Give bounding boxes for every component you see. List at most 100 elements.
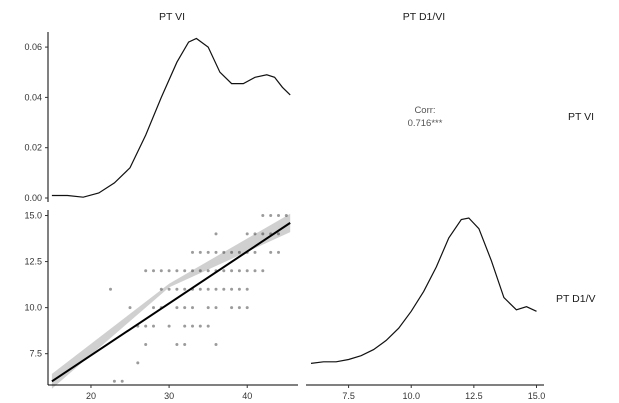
scatter-point [237, 269, 241, 273]
row-label-pt-d1-v: PT D1/V [556, 293, 596, 305]
scatter-point [269, 214, 273, 217]
scatter-panel [51, 213, 291, 389]
corr-label: Corr: [414, 105, 435, 116]
scatter-point [222, 269, 226, 273]
scatter-point [191, 250, 194, 254]
density-vi-y-tick-label: 0.06 [24, 42, 42, 52]
scatter-point [214, 250, 218, 254]
scatter-point [214, 343, 218, 346]
scatter-point [175, 306, 179, 310]
density-panel-pt-vi [51, 37, 291, 198]
scatter-point [136, 361, 140, 365]
scatter-point [167, 287, 171, 291]
scatter-point [183, 343, 187, 346]
scatter-point [230, 306, 234, 310]
density-d1-x-tick-label: 10.0 [402, 391, 420, 401]
scatter-point [277, 214, 280, 217]
scatter-point [167, 324, 171, 328]
scatter-point [183, 324, 187, 328]
scatter-point [206, 269, 210, 273]
scatter-point [261, 269, 265, 273]
row-label-pt-vi: PT VI [568, 111, 594, 123]
scatter-y-tick-label: 12.5 [24, 257, 42, 267]
scatter-point [120, 379, 124, 383]
axes: 0.00 0.02 0.04 0.06 7.5 10.0 12.5 15.0 20 30 40 7.5… [24, 32, 545, 401]
scatter-point [214, 232, 218, 236]
scatter-point [191, 269, 194, 273]
scatter-point [253, 250, 257, 254]
scatter-point [198, 250, 202, 254]
scatter-point [277, 232, 280, 236]
scatter-point [152, 269, 155, 273]
density-curve-pt-d1-vi [310, 217, 537, 364]
scatter-point [152, 306, 155, 310]
scatter-point [167, 269, 171, 273]
density-vi-y-tick-label: 0.00 [24, 193, 42, 203]
scatter-point [277, 250, 280, 254]
scatter-point [245, 287, 249, 291]
scatter-y-tick-label: 10.0 [24, 303, 42, 313]
scatter-point [237, 306, 241, 310]
scatter-point [253, 269, 257, 273]
corr-value: 0.716*** [408, 118, 443, 129]
density-panel-pt-d1-vi [310, 217, 537, 364]
column-label-pt-d1-vi: PT D1/VI [403, 11, 445, 23]
scatter-point [144, 324, 148, 328]
scatter-point [206, 250, 210, 254]
scatter-point [284, 214, 288, 217]
scatter-point [198, 324, 202, 328]
scatter-point [206, 287, 210, 291]
scatter-point [245, 306, 249, 310]
scatter-point [152, 324, 155, 328]
scatter-point [222, 287, 226, 291]
scatter-point [245, 232, 249, 236]
scatter-point [206, 306, 210, 310]
density-vi-y-tick-label: 0.04 [24, 92, 42, 102]
scatter-point [237, 250, 241, 254]
scatter-point [206, 324, 210, 328]
scatter-point [128, 306, 132, 310]
density-vi-y-tick-label: 0.02 [24, 143, 42, 153]
scatter-x-tick-label: 40 [242, 391, 252, 401]
scatter-point [245, 269, 249, 273]
density-d1-x-tick-label: 7.5 [342, 391, 355, 401]
scatter-point [183, 269, 187, 273]
scatter-point [175, 343, 179, 346]
scatter-point [159, 269, 163, 273]
scatter-point [144, 343, 148, 346]
scatter-point [112, 379, 116, 383]
scatter-point [198, 269, 202, 273]
scatter-point [159, 287, 163, 291]
scatter-point [237, 287, 241, 291]
scatter-point [175, 287, 179, 291]
scatter-x-tick-label: 30 [164, 391, 174, 401]
scatter-point [191, 306, 194, 310]
scatter-point [214, 287, 218, 291]
density-d1-x-tick-label: 15.0 [528, 391, 546, 401]
scatter-y-tick-label: 7.5 [29, 349, 42, 359]
scatter-point [261, 214, 265, 217]
density-d1-x-tick-label: 12.5 [465, 391, 483, 401]
scatter-point [269, 250, 273, 254]
scatter-point [222, 250, 226, 254]
scatter-point [253, 232, 257, 236]
scatter-y-tick-label: 15.0 [24, 211, 42, 221]
scatter-point [144, 269, 148, 273]
scatter-point [183, 287, 187, 291]
column-label-pt-vi: PT VI [159, 11, 185, 23]
scatter-point [230, 269, 234, 273]
scatter-point [191, 324, 194, 328]
scatter-point [175, 269, 179, 273]
confidence-band [51, 213, 291, 389]
scatter-point [230, 250, 234, 254]
density-curve-pt-vi [51, 37, 291, 198]
scatter-point [183, 306, 187, 310]
scatter-point [198, 287, 202, 291]
regression-line [51, 222, 291, 383]
scatter-point [109, 287, 112, 291]
scatter-point [230, 287, 234, 291]
scatter-x-tick-label: 20 [86, 391, 96, 401]
scatter-point [214, 306, 218, 310]
scatter-point [261, 232, 265, 236]
